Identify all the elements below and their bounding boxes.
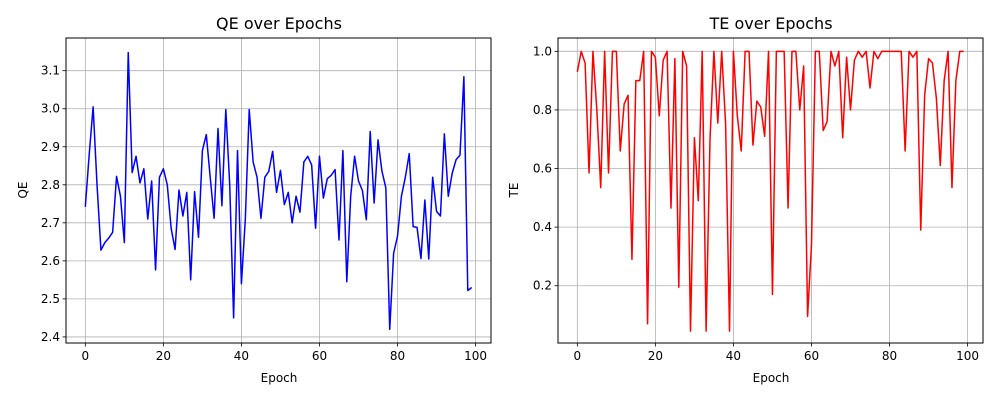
te-y-ticks: 0.2 0.4 0.6 0.8 1.0 [533, 44, 558, 293]
te-x-axis-label: Epoch [753, 371, 790, 385]
qe-y-tick-label: 2.5 [41, 292, 60, 306]
te-y-tick-label: 1.0 [533, 44, 552, 58]
te-y-tick-label: 0.2 [533, 279, 552, 293]
qe-plot-frame [65, 37, 492, 344]
qe-y-ticks: 2.4 2.5 2.6 2.7 2.8 2.9 3.0 3.1 [41, 64, 66, 344]
qe-y-tick-label: 2.7 [41, 216, 60, 230]
qe-x-ticks: 0 20 40 60 80 100 [81, 343, 487, 363]
qe-grid [66, 38, 491, 343]
qe-y-tick-label: 2.9 [41, 140, 60, 154]
qe-x-tick-label: 0 [81, 349, 89, 363]
qe-y-tick-label: 3.0 [41, 102, 60, 116]
te-x-tick-label: 20 [648, 349, 663, 363]
te-series [576, 50, 964, 332]
qe-y-tick-label: 3.1 [41, 64, 60, 78]
qe-chart: QE over Epochs Epoch QE 0 20 40 60 80 100 2.4… [16, 14, 492, 385]
qe-y-axis-label: QE [16, 181, 30, 198]
qe-series-line [84, 51, 473, 331]
qe-x-tick-label: 20 [156, 349, 171, 363]
te-x-tick-label: 40 [726, 349, 741, 363]
te-y-tick-label: 0.6 [533, 162, 552, 176]
te-y-tick-label: 0.8 [533, 103, 552, 117]
qe-x-tick-label: 40 [234, 349, 249, 363]
te-plot-frame [557, 37, 984, 344]
qe-y-tick-label: 2.6 [41, 254, 60, 268]
te-y-tick-label: 0.4 [533, 220, 552, 234]
qe-x-tick-label: 100 [464, 349, 487, 363]
te-y-axis-label: TE [507, 183, 521, 199]
te-x-tick-label: 60 [804, 349, 819, 363]
te-chart: TE over Epochs Epoch TE 0 20 40 60 80 100 0.2… [507, 14, 984, 385]
qe-chart-title: QE over Epochs [216, 14, 342, 33]
qe-x-axis-label: Epoch [261, 371, 298, 385]
te-series-line [576, 50, 964, 332]
te-x-tick-label: 100 [956, 349, 979, 363]
te-x-ticks: 0 20 40 60 80 100 [573, 343, 979, 363]
te-chart-title: TE over Epochs [708, 14, 832, 33]
te-x-tick-label: 0 [573, 349, 581, 363]
qe-series [84, 51, 473, 331]
te-x-tick-label: 80 [882, 349, 897, 363]
qe-y-tick-label: 2.8 [41, 178, 60, 192]
qe-y-tick-label: 2.4 [41, 330, 60, 344]
qe-x-tick-label: 60 [312, 349, 327, 363]
qe-x-tick-label: 80 [390, 349, 405, 363]
